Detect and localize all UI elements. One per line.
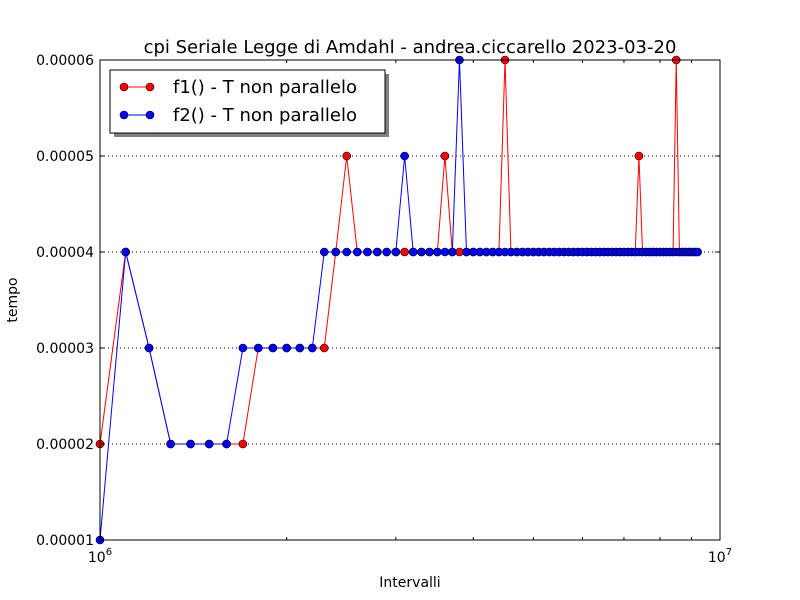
x-tick-label: 106 [88,547,112,566]
data-point [693,247,702,257]
legend-box [109,69,386,134]
data-point [204,439,214,449]
plot-area [100,60,720,540]
data-point [400,247,409,257]
data-point [363,247,372,257]
series-2 [95,55,702,545]
x-tick-label: 107 [708,547,732,566]
data-point [391,247,401,257]
y-tick-label: 0.00006 [36,53,94,69]
x-axis-label: Intervalli [379,575,440,591]
y-tick-label: 0.00004 [36,245,94,261]
data-point [268,343,278,353]
legend-label: f2() - T non parallelo [173,105,357,126]
legend: f1() - T non parallelo f2() - T non paral… [109,69,389,137]
data-point [352,247,362,257]
data-point [307,343,317,353]
data-point [425,247,434,257]
legend-marker [145,82,155,92]
data-point [282,343,291,353]
data-point [408,247,418,257]
axis-ticks: 0.00001 0.00002 0.00003 0.00004 0.00005 0.000… [36,53,732,566]
data-point [417,247,426,257]
data-point [144,343,154,353]
chart-title: cpi Seriale Legge di Amdahl - andrea.cic… [144,37,677,58]
legend-item: f1() - T non parallelo [119,77,357,98]
data-point [447,247,457,257]
legend-marker [145,110,155,120]
data-point [342,247,352,257]
y-tick-label: 0.00005 [36,149,94,165]
data-point [121,247,130,257]
data-point [440,151,450,161]
y-axis-label: tempo [5,277,21,322]
legend-label: f1() - T non parallelo [173,77,357,98]
data-point [166,439,175,449]
legend-item: f2() - T non parallelo [119,105,357,126]
data-point [253,343,263,353]
data-point [433,247,442,257]
data-point [372,247,382,257]
legend-marker [119,110,129,120]
data-point [382,247,391,257]
data-point [400,151,409,161]
data-point [634,151,644,161]
y-tick-label: 0.00003 [36,341,94,357]
data-point [319,343,329,353]
data-point [222,439,231,449]
data-point [295,343,305,353]
series-layer [95,55,702,545]
data-point [186,439,195,449]
data-point [238,439,248,449]
data-point [319,247,329,257]
data-point [331,247,341,257]
y-tick-label: 0.00001 [36,533,94,549]
data-point [238,343,248,353]
y-tick-label: 0.00002 [36,437,94,453]
legend-marker [119,82,129,92]
data-point [342,151,352,161]
data-point [440,247,450,257]
plot-frame [99,59,721,541]
